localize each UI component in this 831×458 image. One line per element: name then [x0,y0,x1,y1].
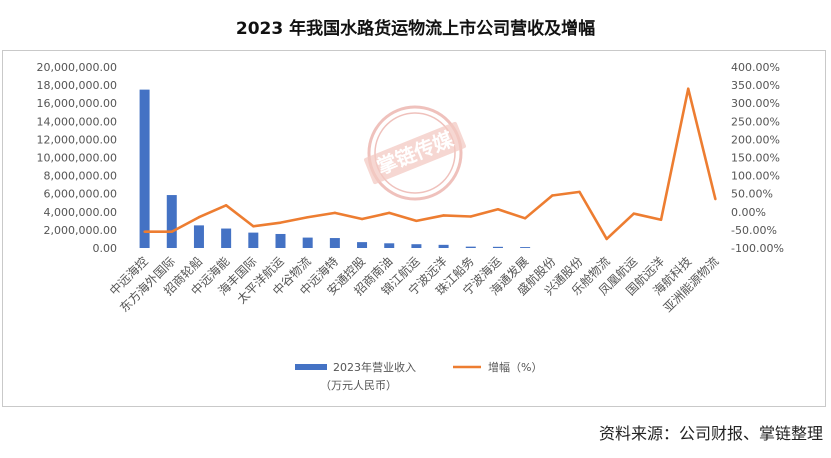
y-left-tick-label: 2,000,000.00 [44,224,117,237]
y-left-tick-label: 20,000,000.00 [37,61,117,74]
y-left-tick-label: 12,000,000.00 [37,133,117,146]
y-right-tick-label: -50.00% [731,224,777,237]
y-right-tick-label: 400.00% [731,61,780,74]
bar [139,89,150,248]
bar [221,228,232,248]
line-point [469,215,472,218]
legend-bar-swatch [295,364,327,370]
line-point [523,217,527,220]
y-left-tick-label: 6,000,000.00 [44,188,117,201]
line-point [714,197,717,201]
legend-bar-label: 2023年营业收入 [333,360,416,374]
x-axis-labels: 中远海控东方海外国际招商轮船中远海能海丰国际太平洋航运中谷物流中远海特安通控股招… [106,254,721,316]
bar [302,237,313,248]
line-point [415,219,418,223]
y-left-tick-label: 10,000,000.00 [37,152,117,165]
line-point [279,221,282,224]
line-point [170,230,173,233]
y-right-tick-label: 150.00% [731,152,780,165]
growth-line [144,87,717,241]
y-right-tick-label: 250.00% [731,115,780,128]
bar [166,195,177,248]
line-point [306,216,309,219]
y-right-tick-label: 200.00% [731,133,780,146]
line-point [496,208,500,211]
line-point [632,212,636,215]
y-axis-right: -100.00% -50.00% 0.00% 50.00% 100.00% 150.00%… [731,61,784,255]
bar [248,232,259,248]
y-right-tick-label: 350.00% [731,79,780,92]
legend-bar-label-unit: （万元人民币） [320,379,397,392]
line-point [388,211,391,215]
watermark-stamp: 掌链传媒 [363,105,467,201]
line-point [551,194,554,197]
line-point [333,211,337,215]
line-point [687,87,690,90]
y-left-tick-label: 16,000,000.00 [37,97,117,110]
bar [275,233,286,248]
line-series [143,87,717,241]
bar [329,238,340,248]
svg-text:掌链传媒: 掌链传媒 [373,127,457,180]
y-left-tick-label: 0.00 [93,242,118,255]
line-point [224,204,228,207]
y-left-tick-label: 8,000,000.00 [44,170,117,183]
bar [384,243,395,248]
bar [357,242,368,248]
legend: 2023年营业收入 （万元人民币） 增幅（%） [295,360,542,392]
chart-title: 2023 年我国水路货运物流上市公司营收及增幅 [235,19,596,39]
cut-off-text-line [60,452,280,458]
line-point [578,190,581,194]
bar [193,225,204,248]
line-point [442,214,445,217]
chart-svg: 掌链传媒 0.00 2,000,000.00 4,000,000.00 6,000,0… [37,61,784,392]
y-left-tick-label: 4,000,000.00 [44,206,117,219]
bar [465,246,476,248]
y-right-tick-label: -100.00% [731,242,784,255]
y-right-tick-label: 0.00% [731,206,766,219]
source-note: 资料来源：公司财报、掌链整理 [598,424,823,443]
bar [520,247,531,248]
y-left-tick-label: 14,000,000.00 [37,115,117,128]
bar-series [139,89,531,248]
line-point [197,216,201,219]
y-right-tick-label: 100.00% [731,170,780,183]
chart-frame: 掌链传媒 0.00 2,000,000.00 4,000,000.00 6,000,0… [2,50,826,407]
line-point [252,225,255,228]
y-axis-left: 0.00 2,000,000.00 4,000,000.00 6,000,000.00… [37,61,117,255]
bar [492,246,503,248]
line-point [143,230,146,233]
bar [438,244,449,248]
line-point [659,218,663,221]
y-right-tick-label: 50.00% [731,188,773,201]
bar [411,244,422,248]
line-point [605,237,608,241]
y-left-tick-label: 18,000,000.00 [37,79,117,92]
line-point [360,217,364,221]
y-right-tick-label: 300.00% [731,97,780,110]
legend-line-label: 增幅（%） [488,360,542,374]
